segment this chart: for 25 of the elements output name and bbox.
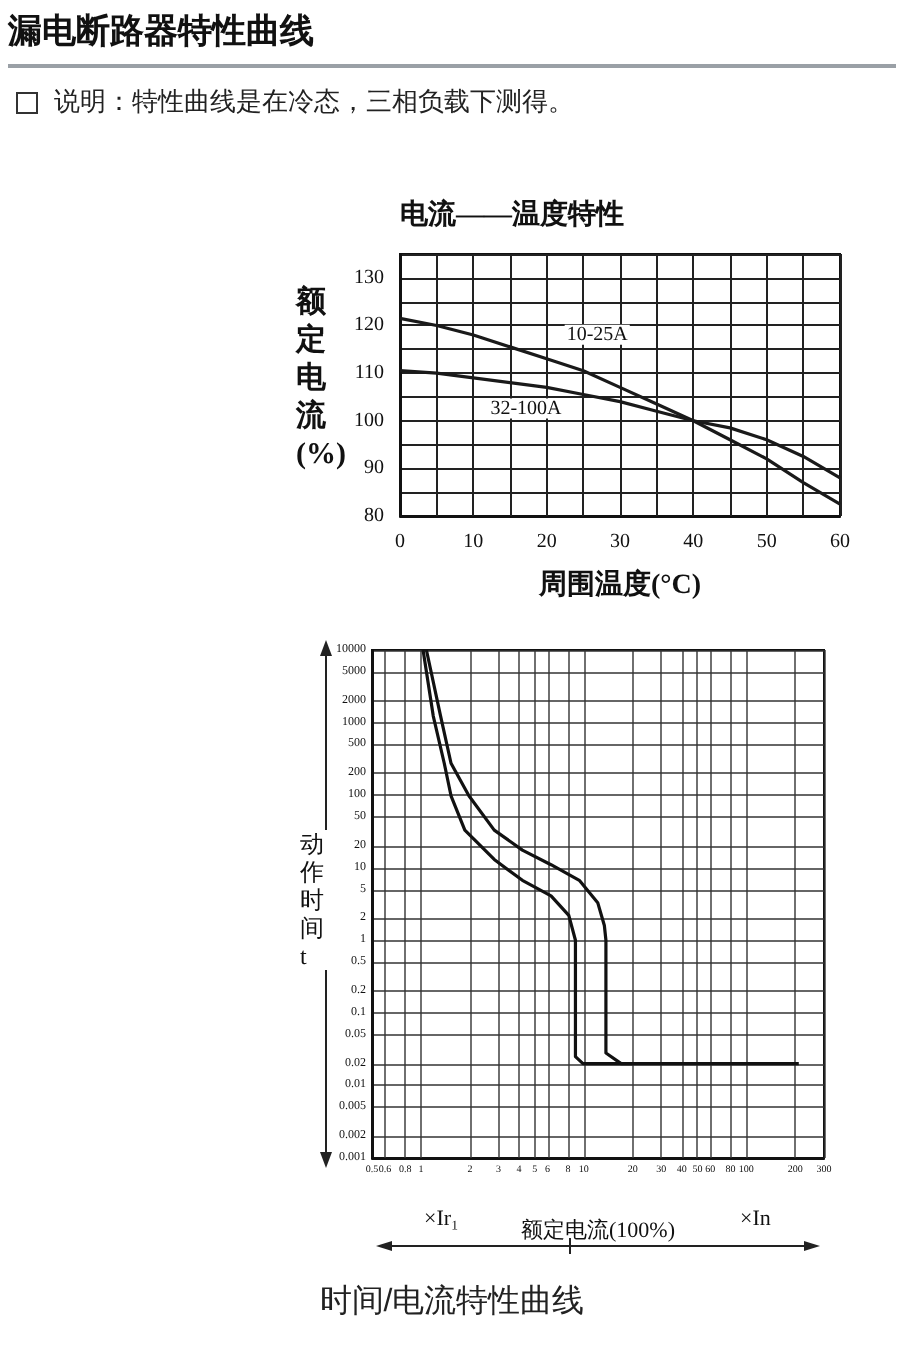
y-tick-label: 80 [364, 505, 384, 527]
x-tick-label: 0 [395, 531, 405, 553]
series-label: 32-100A [490, 397, 564, 420]
y-tick-label: 90 [364, 457, 384, 480]
text: 漏电断路器特性曲线 [8, 8, 896, 68]
x-tick-label: 40 [683, 531, 704, 553]
x-tick-label: 50 [756, 531, 777, 553]
x-axis-title: 周围温度(°C) [536, 567, 702, 601]
text: 时间/电流特性曲线 [319, 1283, 585, 1319]
y-tick-label: 110 [354, 362, 384, 385]
text: 说明：特性曲线是在冷态，三相负载下测得。 [54, 86, 574, 120]
y-axis-title: 动作时间t [298, 830, 324, 970]
x-axis-title: 额定电流(100%) [521, 1217, 676, 1243]
x-tick-label: 30 [610, 531, 630, 553]
x-tick-label: 10 [463, 531, 484, 553]
y-tick-label: 100 [354, 409, 384, 432]
y-axis-title: 额定电流(%) [294, 283, 346, 471]
text: ×Ir₁ [424, 1207, 460, 1231]
y-tick-label: 130 [354, 266, 384, 289]
series-label: 10-25A [566, 323, 630, 346]
text: ×In [740, 1207, 772, 1231]
x-tick-label: 20 [536, 531, 557, 553]
x-tick-label: 60 [830, 531, 850, 553]
y-tick-label: 120 [354, 314, 384, 337]
chart-title: 电流——温度特性 [400, 197, 624, 231]
